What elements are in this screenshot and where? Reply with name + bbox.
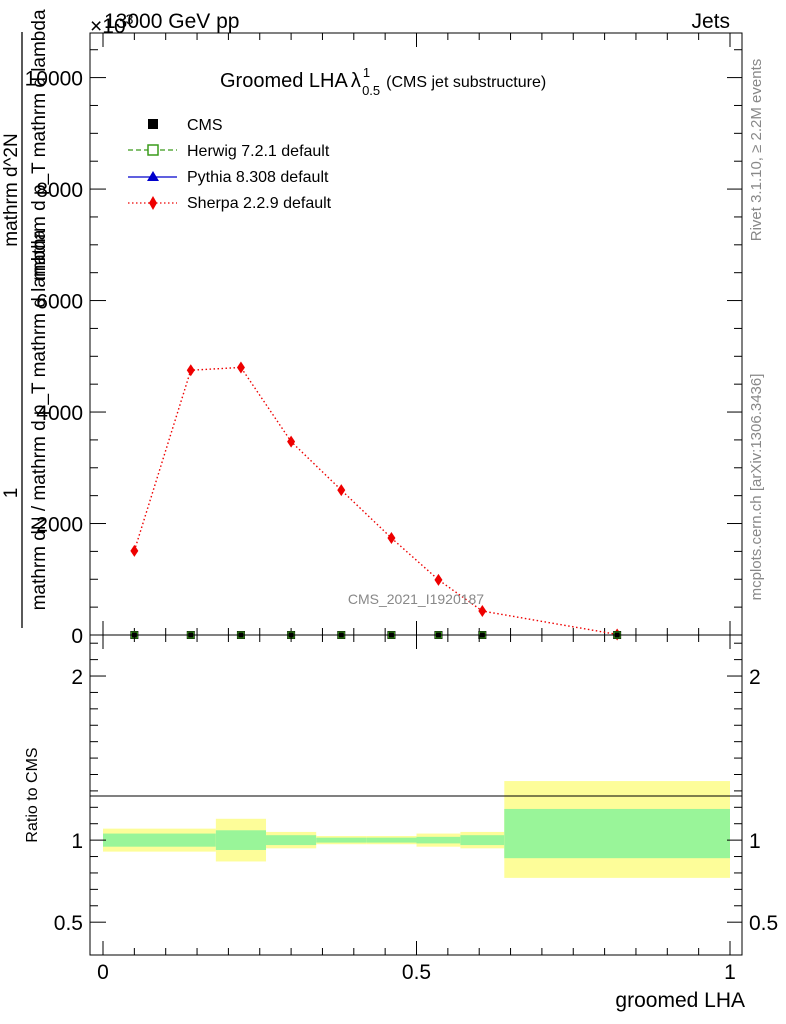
y-tick-label: 2000 [36, 514, 83, 537]
legend-marker-sherpa [149, 196, 157, 210]
sherpa-point [236, 361, 245, 374]
ratio-band-inner [215, 830, 267, 850]
ratio-x-ticks: 0 0.5 1 [97, 635, 736, 984]
legend-label-herwig: Herwig 7.2.1 default [187, 143, 330, 160]
ratio-band-inner [416, 836, 461, 844]
y-tick-label: 4000 [36, 402, 83, 425]
y-tick-label: 8000 [36, 179, 83, 202]
energy-label: 13000 GeV pp [104, 10, 239, 33]
legend-label-pythia: Pythia 8.308 default [187, 169, 329, 186]
x-tick-label: 0 [97, 961, 109, 984]
y-axis-label-numerator: mathrm d^2N [1, 133, 22, 246]
ratio-y-tick-label-right: 1 [749, 830, 761, 853]
sherpa-point [337, 484, 346, 497]
rivet-version-label: Rivet 3.1.10, ≥ 2.2M events [748, 59, 765, 242]
y-tick-label: 6000 [36, 291, 83, 314]
y-axis-label-denominator: mathrm dN / mathrm d p_T mathrm d lambda [29, 229, 50, 610]
exponent-label: ×103 [90, 11, 134, 38]
ratio-band-inner [316, 837, 367, 843]
ratio-y-tick-label: 0.5 [54, 912, 83, 935]
y-tick-label: 10000 [25, 68, 83, 91]
x-axis-label: groomed LHA [615, 989, 745, 1012]
ratio-band-inner [504, 808, 730, 859]
sherpa-point [287, 435, 296, 448]
mcplots-label: mcplots.cern.ch [arXiv:1306.3436] [748, 374, 765, 601]
legend-label-cms: CMS [187, 117, 223, 134]
plot-title: Groomed LHA λ 1 0.5 (CMS jet substructure) [220, 65, 546, 98]
ratio-y-ticks: 0.5 0.5 1 1 2 2 [54, 642, 778, 935]
process-label: Jets [691, 10, 730, 33]
watermark: CMS_2021_I1920187 [348, 591, 484, 607]
ratio-y-tick-label-right: 2 [749, 666, 761, 689]
legend: CMS Herwig 7.2.1 default Pythia 8.308 de… [128, 117, 332, 212]
ratio-band-inner [460, 835, 505, 846]
ratio-bands [103, 781, 730, 878]
main-y-ticks: 0 2000 4000 6000 8000 10000 [25, 49, 742, 648]
main-x-ticks [102, 33, 731, 635]
ratio-y-axis-label: Ratio to CMS [24, 747, 41, 842]
sherpa-point [387, 532, 396, 545]
sherpa-series [130, 361, 622, 641]
legend-marker-pythia [147, 171, 159, 181]
legend-marker-herwig [147, 144, 159, 156]
legend-label-sherpa: Sherpa 2.2.9 default [187, 195, 332, 212]
ratio-band-inner [266, 835, 317, 846]
sherpa-point [478, 605, 487, 618]
ratio-band-inner [366, 837, 417, 843]
ratio-y-tick-label: 2 [71, 666, 83, 689]
x-tick-label: 1 [724, 961, 736, 984]
ratio-band-inner [103, 833, 216, 847]
y-tick-label: 0 [71, 625, 83, 648]
sherpa-point [130, 544, 139, 557]
legend-marker-cms [148, 119, 158, 129]
sherpa-point [186, 364, 195, 377]
y-axis-label: 1 mathrm dN / mathrm d p_T mathrm d lamb… [1, 9, 50, 628]
ratio-y-tick-label-right: 0.5 [749, 912, 778, 935]
x-tick-label: 0.5 [402, 961, 431, 984]
y-axis-label-one: 1 [1, 488, 22, 499]
y-axis-label-numerator-denominator: mathrm d p_T mathrm d lambda [29, 9, 50, 280]
sherpa-point [434, 573, 443, 586]
ratio-y-tick-label: 1 [71, 830, 83, 853]
